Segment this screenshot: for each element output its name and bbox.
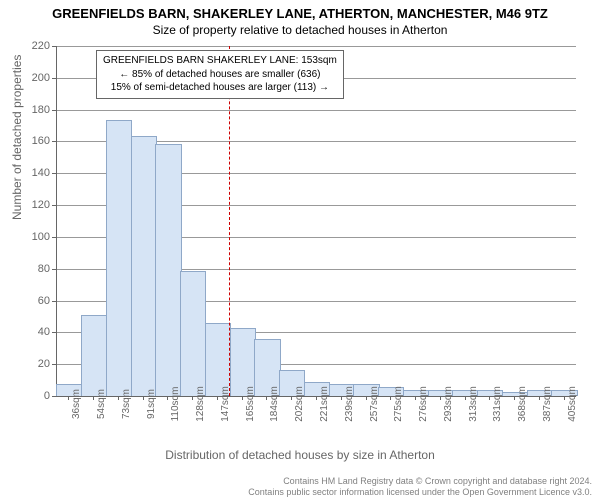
y-tick-label: 60 [20, 295, 50, 307]
y-tick-label: 100 [20, 231, 50, 243]
histogram-bar [131, 136, 157, 396]
chart-title-main: GREENFIELDS BARN, SHAKERLEY LANE, ATHERT… [0, 0, 600, 21]
y-tick-label: 160 [20, 135, 50, 147]
x-tick [440, 396, 441, 400]
y-tick-label: 220 [20, 40, 50, 52]
chart-title-sub: Size of property relative to detached ho… [0, 21, 600, 37]
x-axis-label: Distribution of detached houses by size … [0, 448, 600, 462]
y-tick-label: 180 [20, 104, 50, 116]
info-box: GREENFIELDS BARN SHAKERLEY LANE: 153sqm←… [96, 50, 344, 99]
x-tick [539, 396, 540, 400]
info-box-line: 15% of semi-detached houses are larger (… [103, 81, 337, 95]
x-tick [489, 396, 490, 400]
x-tick [68, 396, 69, 400]
x-tick [217, 396, 218, 400]
x-tick [93, 396, 94, 400]
y-tick-label: 140 [20, 167, 50, 179]
x-tick [167, 396, 168, 400]
y-tick-label: 20 [20, 358, 50, 370]
grid-line [56, 46, 576, 47]
grid-line [56, 110, 576, 111]
reference-line [229, 46, 230, 396]
y-tick-label: 40 [20, 326, 50, 338]
x-tick-label: 405sqm [567, 386, 578, 422]
x-tick [118, 396, 119, 400]
x-tick [143, 396, 144, 400]
y-tick-label: 120 [20, 199, 50, 211]
y-axis [56, 46, 57, 396]
x-tick [192, 396, 193, 400]
x-tick [564, 396, 565, 400]
x-tick [266, 396, 267, 400]
y-tick-label: 200 [20, 72, 50, 84]
y-tick-label: 80 [20, 263, 50, 275]
x-tick [415, 396, 416, 400]
histogram-bar [106, 120, 132, 396]
x-tick [291, 396, 292, 400]
x-tick [242, 396, 243, 400]
x-tick [514, 396, 515, 400]
info-box-line: ← 85% of detached houses are smaller (63… [103, 68, 337, 82]
plot-area: 36sqm54sqm73sqm91sqm110sqm128sqm147sqm16… [56, 46, 576, 396]
chart-container: GREENFIELDS BARN, SHAKERLEY LANE, ATHERT… [0, 0, 600, 500]
x-tick [316, 396, 317, 400]
x-tick [390, 396, 391, 400]
y-tick-label: 0 [20, 390, 50, 402]
x-tick [341, 396, 342, 400]
footer: Contains HM Land Registry data © Crown c… [248, 476, 592, 498]
footer-line-1: Contains HM Land Registry data © Crown c… [248, 476, 592, 487]
footer-line-2: Contains public sector information licen… [248, 487, 592, 498]
x-tick [465, 396, 466, 400]
x-tick [366, 396, 367, 400]
histogram-bar [81, 315, 107, 396]
histogram-bar [155, 144, 181, 396]
info-box-line: GREENFIELDS BARN SHAKERLEY LANE: 153sqm [103, 54, 337, 68]
histogram-bar [205, 323, 231, 396]
histogram-bar [180, 271, 206, 396]
